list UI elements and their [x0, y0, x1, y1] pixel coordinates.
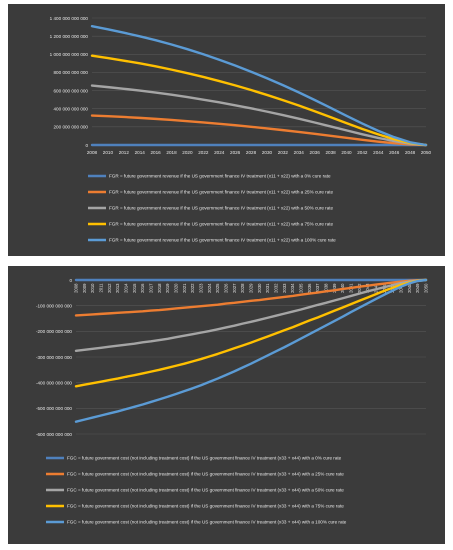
y-tick-label: 200 000 000 000 [54, 125, 89, 130]
cost-chart-panel: 0 -100 000 000 000 -200 000 000 000 -300 00… [8, 266, 445, 544]
revenue-chart: 0 200 000 000 000 400 000 000 000 600 000 0… [50, 16, 432, 243]
series-line [74, 278, 428, 353]
cost-chart: 0 -100 000 000 000 -200 000 000 000 -300 00… [36, 278, 429, 525]
x-tick-label: 2034 [290, 283, 295, 293]
x-tick-label: 2025 [215, 283, 220, 293]
legend-label: FGC = future government cost (not includ… [67, 520, 347, 525]
x-tick-label: 2009 [82, 283, 87, 293]
x-tick-label: 2028 [240, 283, 245, 293]
x-tick-label: 2014 [124, 283, 129, 293]
legend-label: FGC = future government cost (not includ… [67, 456, 342, 461]
x-tick-label: 2011 [99, 283, 104, 293]
x-tick-label: 2010 [103, 150, 114, 155]
x-tick-label: 2015 [132, 283, 137, 293]
x-tick-label: 2048 [407, 283, 412, 293]
legend-label: FGC = future government cost (not includ… [67, 504, 344, 509]
y-tick-label: 600 000 000 000 [54, 88, 89, 93]
x-tick-label: 2030 [262, 150, 273, 155]
x-tick-label: 2010 [90, 283, 95, 293]
series-line [90, 84, 428, 147]
x-tick-label: 2018 [166, 150, 177, 155]
x-tick-label: 2014 [135, 150, 146, 155]
y-tick-label: -600 000 000 000 [36, 432, 72, 437]
x-tick-label: 2028 [246, 150, 257, 155]
series-line [74, 278, 428, 317]
x-tick-label: 2032 [278, 150, 289, 155]
y-tick-label: 800 000 000 000 [54, 70, 89, 75]
x-tick-label: 2049 [415, 283, 420, 293]
x-tick-label: 2040 [341, 150, 352, 155]
x-tick-label: 2043 [365, 283, 370, 293]
y-tick-label: 1 000 000 000 000 [50, 52, 89, 57]
revenue-chart-panel: 0 200 000 000 000 400 000 000 000 600 000 0… [8, 4, 445, 256]
x-tick-label: 2036 [310, 150, 321, 155]
legend-label: FGR = future government revenue if the U… [109, 174, 331, 179]
x-tick-label: 2012 [119, 150, 130, 155]
x-tick-label: 2020 [174, 283, 179, 293]
x-tick-label: 2029 [249, 283, 254, 293]
x-tick-label: 2044 [374, 283, 379, 293]
x-tick-label: 2008 [74, 283, 79, 293]
x-tick-label: 2008 [87, 150, 98, 155]
y-tick-label: 1 200 000 000 000 [50, 34, 89, 39]
series-line [90, 54, 428, 147]
y-tick-label: -400 000 000 000 [36, 380, 72, 385]
x-tick-label: 2037 [315, 283, 320, 293]
x-tick-label: 2024 [214, 150, 225, 155]
y-tick-label: -500 000 000 000 [36, 406, 72, 411]
x-tick-label: 2046 [389, 150, 400, 155]
legend-label: FGR = future government revenue if the U… [109, 190, 334, 195]
legend-label: FGC = future government cost (not includ… [67, 472, 344, 477]
x-tick-label: 2036 [307, 283, 312, 293]
x-tick-label: 2018 [157, 283, 162, 293]
x-tick-label: 2016 [140, 283, 145, 293]
x-tick-label: 2032 [274, 283, 279, 293]
x-tick-label: 2038 [324, 283, 329, 293]
x-tick-label: 2026 [224, 283, 229, 293]
x-tick-label: 2048 [405, 150, 416, 155]
x-tick-label: 2035 [299, 283, 304, 293]
x-tick-label: 2017 [149, 283, 154, 293]
x-tick-label: 2044 [373, 150, 384, 155]
y-tick-label: 0 [85, 143, 88, 148]
y-tick-label: 1 400 000 000 000 [50, 16, 89, 21]
y-tick-label: -300 000 000 000 [36, 355, 72, 360]
y-tick-label: -100 000 000 000 [36, 303, 72, 308]
legend-label: FGR = future government revenue if the U… [109, 238, 336, 243]
x-tick-label: 2023 [199, 283, 204, 293]
x-tick-label: 2024 [207, 283, 212, 293]
legend-label: FGR = future government revenue if the U… [109, 206, 334, 211]
x-tick-label: 2013 [115, 283, 120, 293]
x-tick-label: 2022 [190, 283, 195, 293]
x-tick-label: 2012 [107, 283, 112, 293]
series-line [74, 278, 428, 388]
y-tick-label: -200 000 000 000 [36, 329, 72, 334]
y-tick-label: 400 000 000 000 [54, 107, 89, 112]
series-line [90, 114, 428, 147]
series-line [74, 278, 428, 423]
x-tick-label: 2021 [182, 283, 187, 293]
x-tick-label: 2050 [424, 283, 429, 293]
legend-label: FGC = future government cost (not includ… [67, 488, 344, 493]
x-tick-label: 2016 [151, 150, 162, 155]
x-tick-label: 2039 [332, 283, 337, 293]
x-tick-label: 2042 [357, 150, 368, 155]
x-tick-label: 2050 [421, 150, 432, 155]
x-tick-label: 2022 [198, 150, 209, 155]
x-tick-label: 2026 [230, 150, 241, 155]
x-tick-label: 2031 [265, 283, 270, 293]
x-tick-label: 2033 [282, 283, 287, 293]
x-tick-label: 2027 [232, 283, 237, 293]
series-line [90, 24, 428, 147]
x-tick-label: 2034 [294, 150, 305, 155]
x-tick-label: 2019 [165, 283, 170, 293]
y-tick-label: 0 [69, 278, 72, 283]
x-tick-label: 2030 [257, 283, 262, 293]
x-tick-label: 2020 [182, 150, 193, 155]
legend-label: FGR = future government revenue if the U… [109, 222, 334, 227]
x-tick-label: 2038 [325, 150, 336, 155]
